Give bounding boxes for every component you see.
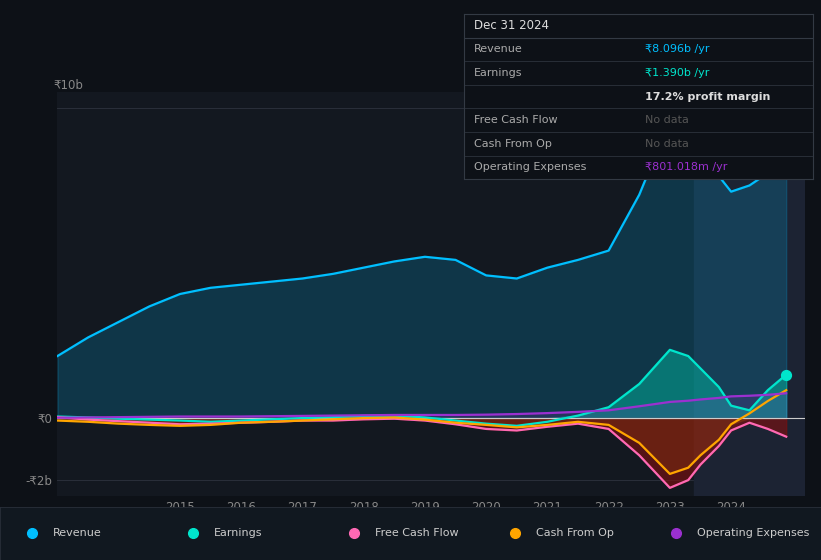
- Text: Revenue: Revenue: [475, 44, 523, 54]
- Text: ₹1.390b /yr: ₹1.390b /yr: [645, 68, 709, 78]
- Text: Dec 31 2024: Dec 31 2024: [475, 19, 549, 32]
- Text: Revenue: Revenue: [53, 529, 102, 538]
- Text: ₹801.018m /yr: ₹801.018m /yr: [645, 162, 727, 172]
- Point: [780, 162, 793, 171]
- Text: Operating Expenses: Operating Expenses: [696, 529, 809, 538]
- Text: Earnings: Earnings: [213, 529, 262, 538]
- Text: ₹8.096b /yr: ₹8.096b /yr: [645, 44, 710, 54]
- Text: Cash From Op: Cash From Op: [535, 529, 613, 538]
- Text: Earnings: Earnings: [475, 68, 523, 78]
- Text: ₹10b: ₹10b: [53, 80, 84, 92]
- Bar: [695, 92, 805, 496]
- Text: Free Cash Flow: Free Cash Flow: [374, 529, 458, 538]
- Text: 17.2% profit margin: 17.2% profit margin: [645, 92, 771, 101]
- Text: Operating Expenses: Operating Expenses: [475, 162, 587, 172]
- Text: No data: No data: [645, 139, 689, 149]
- Text: Free Cash Flow: Free Cash Flow: [475, 115, 558, 125]
- Point: [780, 370, 793, 379]
- Text: No data: No data: [645, 115, 689, 125]
- Text: Cash From Op: Cash From Op: [475, 139, 553, 149]
